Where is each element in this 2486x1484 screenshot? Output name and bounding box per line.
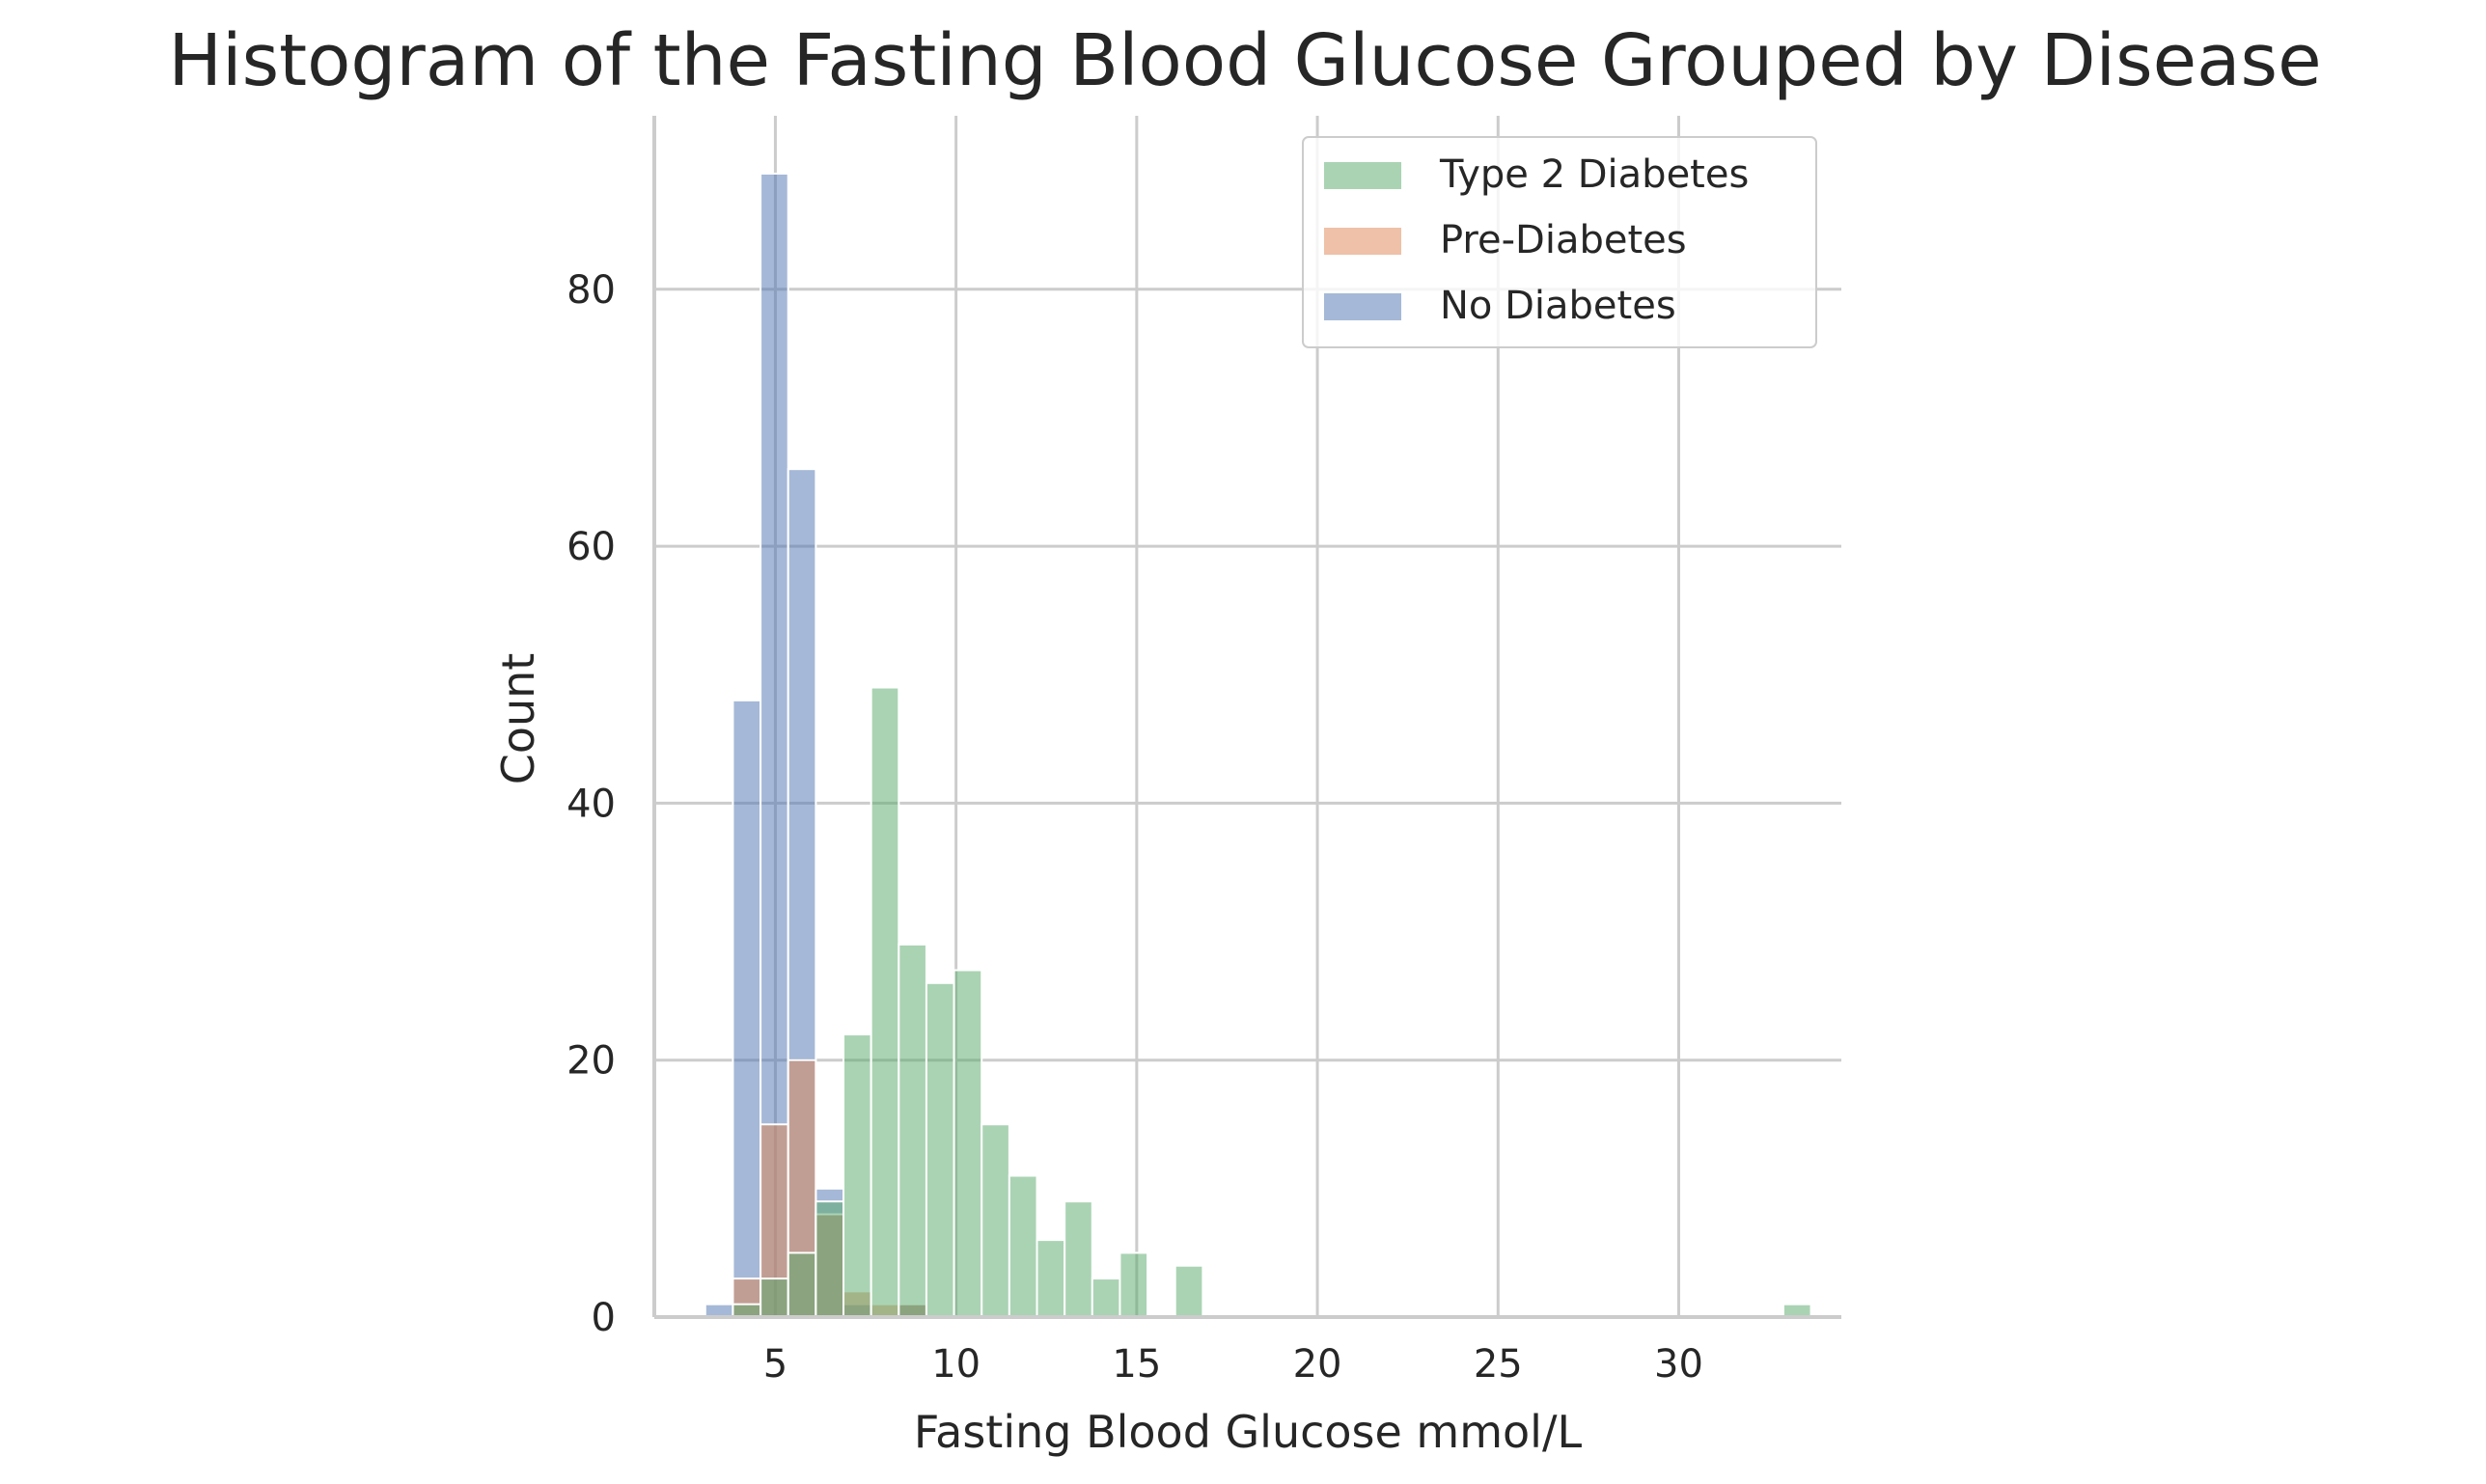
- histogram-bar: [1036, 1239, 1066, 1318]
- histogram-bar: [898, 943, 927, 1318]
- y-tick-label: 0: [592, 1296, 616, 1340]
- y-tick-label: 20: [566, 1039, 616, 1084]
- legend-swatch: [1324, 228, 1401, 255]
- y-tick-label: 60: [566, 525, 616, 569]
- axes: [652, 116, 1841, 1319]
- histogram-bar: [815, 1200, 845, 1318]
- x-axis-label: Fasting Blood Glucose mmol/L: [914, 1406, 1583, 1458]
- histogram-bar: [732, 699, 762, 1318]
- legend-swatch: [1324, 293, 1401, 320]
- y-axis-label: Count: [492, 653, 544, 785]
- x-tick-label: 15: [1112, 1342, 1161, 1387]
- histogram-bar: [760, 1278, 789, 1318]
- histogram-bar: [953, 969, 983, 1318]
- legend-label: Type 2 Diabetes: [1439, 152, 1749, 197]
- histogram-bar: [842, 1033, 872, 1318]
- x-tick-label: 25: [1474, 1342, 1523, 1387]
- legend-label: Pre-Diabetes: [1440, 218, 1687, 262]
- histogram-bar: [1008, 1174, 1038, 1318]
- histogram-bar: [1174, 1264, 1204, 1318]
- histogram-bar: [870, 686, 900, 1318]
- x-tick-label: 5: [763, 1342, 787, 1387]
- histogram-bars: [704, 172, 1812, 1319]
- legend-box: [1302, 136, 1817, 348]
- histogram-bar: [981, 1123, 1010, 1318]
- histogram-bar: [925, 981, 955, 1319]
- y-tick-label: 80: [566, 268, 616, 313]
- legend-label: No Diabetes: [1440, 284, 1676, 328]
- y-tick-label: 40: [566, 782, 616, 826]
- histogram-bar: [1091, 1278, 1121, 1318]
- x-tick-label: 10: [931, 1342, 981, 1387]
- legend: Type 2 Diabetes Pre-Diabetes No Diabetes: [1302, 136, 1817, 348]
- legend-swatch: [1324, 162, 1401, 189]
- histogram-bar: [1063, 1200, 1093, 1318]
- histogram-bar: [1119, 1251, 1149, 1319]
- tick-labels: 5 10 15 20 25 30 0 20 40 60 80: [566, 268, 1703, 1387]
- x-tick-label: 30: [1654, 1342, 1703, 1387]
- x-tick-label: 20: [1293, 1342, 1342, 1387]
- chart-title: Histogram of the Fasting Blood Glucose G…: [168, 19, 2321, 102]
- histogram-bar: [787, 1251, 817, 1319]
